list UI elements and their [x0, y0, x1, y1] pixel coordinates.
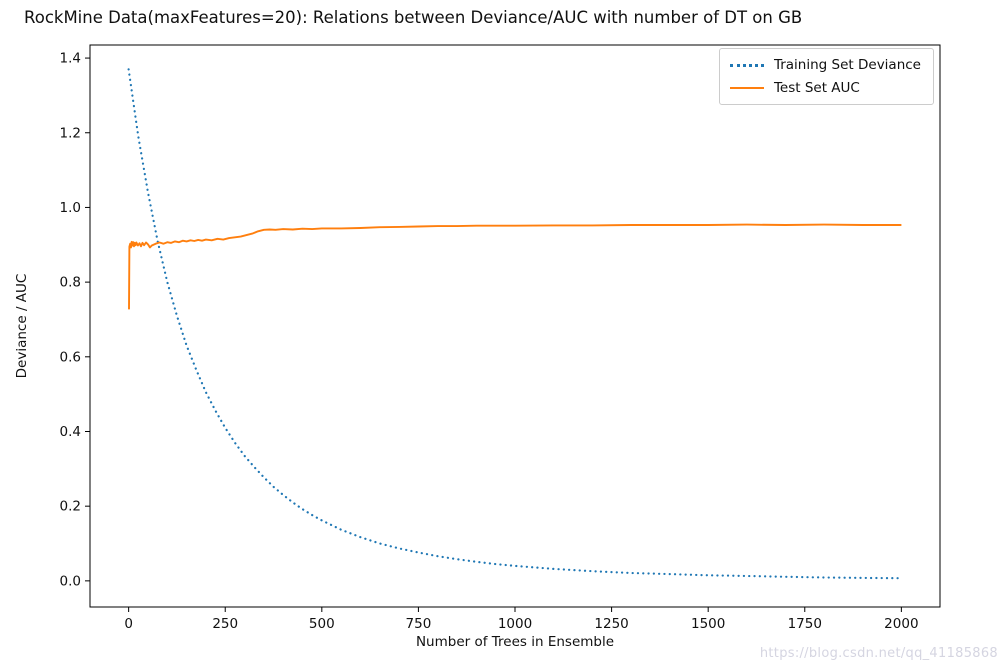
legend-label-test-auc: Test Set AUC [773, 80, 860, 96]
x-axis-label: Number of Trees in Ensemble [415, 634, 615, 650]
svg-text:1.2: 1.2 [60, 125, 81, 141]
svg-text:250: 250 [212, 616, 238, 632]
svg-text:0.2: 0.2 [60, 499, 81, 515]
svg-text:0.4: 0.4 [60, 424, 81, 440]
legend-item-training-deviance: Training Set Deviance [729, 57, 921, 73]
watermark: https://blog.csdn.net/qq_41185868 [759, 646, 998, 661]
legend: Training Set Deviance Test Set AUC [718, 48, 934, 105]
svg-text:1000: 1000 [498, 616, 532, 632]
svg-text:1250: 1250 [594, 616, 628, 632]
svg-text:2000: 2000 [884, 616, 918, 632]
svg-text:0.0: 0.0 [60, 573, 81, 589]
legend-line-sample-training-deviance [729, 63, 764, 67]
svg-text:1750: 1750 [788, 616, 822, 632]
svg-text:0: 0 [124, 616, 133, 632]
legend-label-training-deviance: Training Set Deviance [773, 57, 921, 73]
legend-line-sample-test-auc [729, 87, 764, 89]
svg-text:750: 750 [406, 616, 432, 632]
svg-text:1500: 1500 [691, 616, 725, 632]
chart-title: RockMine Data(maxFeatures=20): Relations… [24, 8, 803, 27]
svg-text:1.0: 1.0 [60, 200, 81, 216]
svg-text:0.6: 0.6 [60, 349, 81, 365]
svg-text:1.4: 1.4 [60, 51, 81, 67]
svg-text:0.8: 0.8 [60, 275, 81, 291]
svg-text:500: 500 [309, 616, 335, 632]
legend-item-test-auc: Test Set AUC [729, 80, 921, 96]
y-axis-label: Deviance / AUC [14, 273, 30, 379]
